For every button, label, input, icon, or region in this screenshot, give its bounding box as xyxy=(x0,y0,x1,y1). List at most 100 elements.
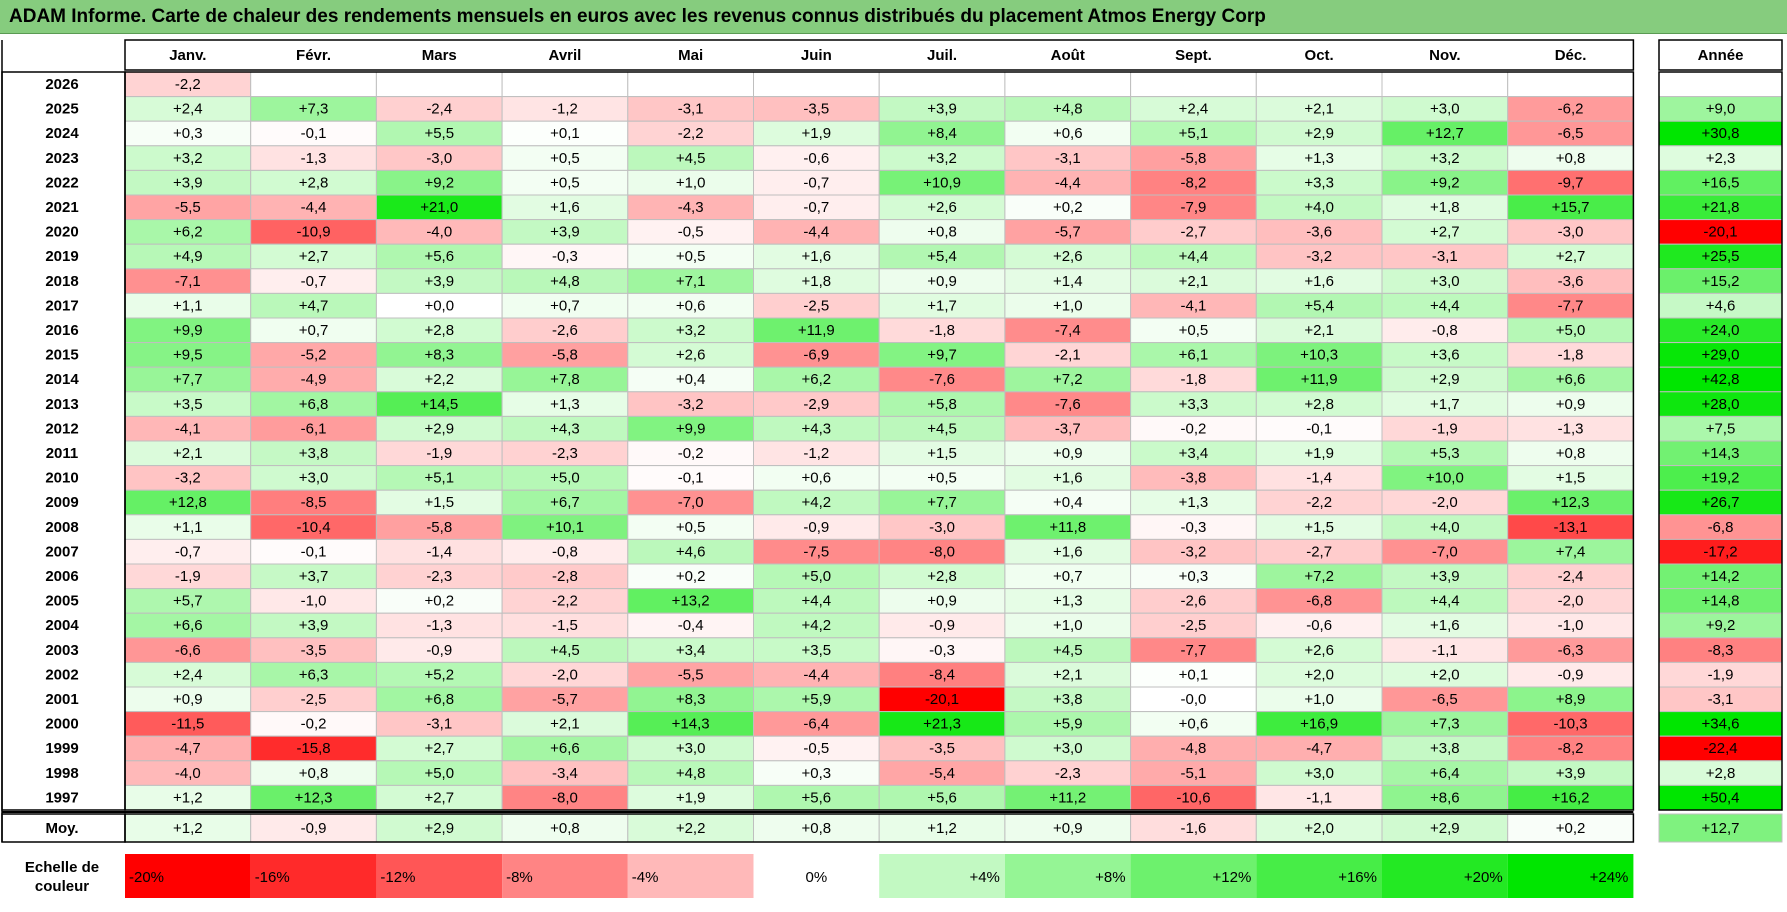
annual-value: +14,2 xyxy=(1702,568,1740,585)
cell-value: +2,7 xyxy=(299,248,329,265)
cell-value: +1,3 xyxy=(1304,150,1334,167)
cell-value: +14,5 xyxy=(420,396,458,413)
cell-value: -3,1 xyxy=(426,716,452,733)
year-label-2022: 2022 xyxy=(45,174,78,191)
cell-value: +6,2 xyxy=(802,371,832,388)
cell-value: +0,2 xyxy=(676,568,706,585)
cell-value: +3,9 xyxy=(424,273,454,290)
cell-value: +1,0 xyxy=(1304,691,1334,708)
cell-value: -2,7 xyxy=(1181,224,1207,241)
cell-value: -3,5 xyxy=(803,101,829,118)
annual-cell-2006 xyxy=(1658,563,1783,590)
legend-stop-label: +8% xyxy=(1095,869,1125,886)
heat-cell xyxy=(1004,71,1132,98)
year-label-2017: 2017 xyxy=(45,297,78,314)
heat-cell xyxy=(124,711,252,737)
heat-cell xyxy=(1507,219,1634,245)
heat-cell xyxy=(1381,120,1509,147)
month-header-1: Janv. xyxy=(169,47,206,64)
heat-cell xyxy=(250,711,377,737)
cell-value: +3,9 xyxy=(550,224,580,241)
cell-value: +3,9 xyxy=(299,617,329,634)
heat-cell xyxy=(1130,784,1257,811)
cell-value: +14,3 xyxy=(672,716,710,733)
cell-value: +7,7 xyxy=(173,371,203,388)
cell-value: -3,0 xyxy=(426,150,452,167)
cell-value: -2,3 xyxy=(552,445,578,462)
cell-value: -0,3 xyxy=(552,248,578,265)
month-header-3: Mars xyxy=(422,47,457,64)
cell-value: +4,8 xyxy=(1053,101,1083,118)
legend-label-line2: couleur xyxy=(35,878,89,895)
cell-value: +4,5 xyxy=(927,420,957,437)
heat-cell xyxy=(375,391,503,417)
cell-value: +9,2 xyxy=(1430,174,1460,191)
cell-value: -2,2 xyxy=(1306,494,1332,511)
cell-value: -6,9 xyxy=(803,347,829,364)
cell-value: -0,2 xyxy=(301,716,327,733)
cell-value: +15,7 xyxy=(1552,199,1590,216)
cell-value: +0,9 xyxy=(1053,445,1083,462)
heat-cell xyxy=(501,71,629,98)
cell-value: -4,0 xyxy=(426,224,452,241)
cell-value: +5,6 xyxy=(424,248,454,265)
cell-value: +10,3 xyxy=(1300,347,1338,364)
annual-value: +28,0 xyxy=(1702,396,1740,413)
heat-cell xyxy=(124,588,252,614)
cell-value: +0,3 xyxy=(802,765,832,782)
heat-cell xyxy=(878,612,1006,639)
annual-value: +29,0 xyxy=(1702,347,1740,364)
cell-value: -2,6 xyxy=(552,322,578,339)
heat-cell xyxy=(1130,489,1257,516)
annual-value: +19,2 xyxy=(1702,470,1740,487)
heat-cell xyxy=(1004,219,1132,245)
cell-value: -0,9 xyxy=(1558,666,1584,683)
heat-cell xyxy=(375,342,503,368)
cell-value: -4,4 xyxy=(803,666,829,683)
heat-cell xyxy=(753,514,880,540)
year-label-2006: 2006 xyxy=(45,568,78,585)
legend-stop-label: -20% xyxy=(129,869,164,886)
cell-value: +7,7 xyxy=(927,494,957,511)
heat-cell xyxy=(753,366,880,393)
heat-cell xyxy=(501,538,629,565)
heat-cell xyxy=(753,194,880,221)
cell-value: +6,3 xyxy=(299,666,329,683)
cell-value: +8,4 xyxy=(927,125,957,142)
heat-cell xyxy=(1381,612,1509,639)
cell-value: +1,2 xyxy=(173,789,203,806)
cell-value: -2,0 xyxy=(1558,593,1584,610)
legend-stop-label: -12% xyxy=(380,869,415,886)
heat-cell xyxy=(627,268,754,294)
cell-value: -7,1 xyxy=(175,273,201,290)
cell-value: -6,8 xyxy=(1306,593,1332,610)
cell-value: +5,0 xyxy=(550,470,580,487)
heat-cell xyxy=(753,317,880,344)
cell-value: -2,0 xyxy=(552,666,578,683)
heat-cell xyxy=(878,760,1006,786)
cell-value: +0,5 xyxy=(676,248,706,265)
cell-value: -6,2 xyxy=(1558,101,1584,118)
heat-cell xyxy=(124,760,252,786)
cell-value: -2,3 xyxy=(1055,765,1081,782)
heat-cell xyxy=(1507,391,1634,417)
year-label-2003: 2003 xyxy=(45,642,78,659)
heat-cell xyxy=(375,71,503,98)
cell-value: -3,1 xyxy=(1055,150,1081,167)
month-header-2: Févr. xyxy=(296,47,331,64)
cell-value: -10,3 xyxy=(1553,716,1587,733)
heat-cell xyxy=(1130,440,1257,467)
heat-cell xyxy=(1507,292,1634,319)
heat-cell xyxy=(878,711,1006,737)
cell-value: -3,1 xyxy=(1432,248,1458,265)
heat-cell xyxy=(627,563,754,590)
cell-value: +1,6 xyxy=(1053,543,1083,560)
heat-cell xyxy=(1130,760,1257,786)
cell-value: +4,6 xyxy=(676,543,706,560)
legend-swatch xyxy=(1382,854,1508,898)
heat-cell xyxy=(1004,612,1132,639)
annual-cell-2017 xyxy=(1658,292,1783,319)
heat-cell xyxy=(250,686,377,713)
cell-value: -8,5 xyxy=(301,494,327,511)
heat-cell xyxy=(1381,71,1509,98)
